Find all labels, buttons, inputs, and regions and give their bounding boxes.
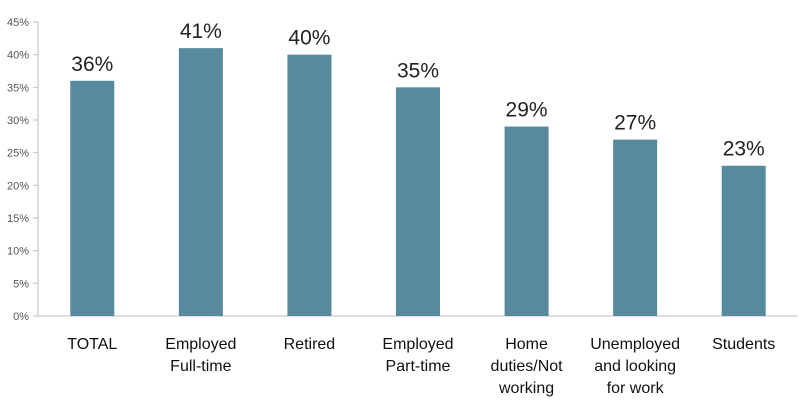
data-label: 29% (506, 99, 548, 122)
bar (396, 87, 440, 316)
y-axis: 0% 5% 10% 15% 20% 25% 30% 35% 40% 45% (7, 17, 39, 323)
y-tick-label: 15% (7, 213, 29, 225)
x-tick-label: Home (505, 336, 548, 353)
data-labels: 36% 41% 40% 35% 29% 27% 23% (71, 20, 764, 161)
y-tick-label: 40% (7, 50, 29, 62)
x-tick-label: duties/Not (491, 358, 564, 375)
y-tick-label: 30% (7, 115, 29, 127)
data-label: 41% (180, 20, 222, 43)
bar (70, 80, 115, 316)
y-tick-label: 0% (13, 311, 29, 323)
x-tick-label: and looking (594, 358, 676, 375)
data-label: 40% (288, 27, 330, 50)
y-tick-label: 5% (13, 278, 29, 290)
x-tick-label: Employed (165, 336, 236, 353)
bar (721, 165, 766, 316)
y-tick-label: 20% (7, 180, 29, 192)
x-tick-label: Unemployed (590, 336, 680, 353)
x-tick-label: Employed (382, 336, 453, 353)
x-tick-label: Students (712, 336, 775, 353)
bar (613, 139, 658, 316)
x-tick-label: TOTAL (67, 336, 117, 353)
x-tick-label: for work (607, 380, 665, 397)
y-tick-label: 35% (7, 82, 29, 94)
bar (287, 54, 332, 317)
x-tick-label: Part-time (386, 358, 451, 375)
bars (70, 48, 766, 317)
data-label: 23% (723, 138, 765, 161)
y-tick-label: 45% (7, 17, 29, 29)
x-tick-label: working (498, 380, 554, 397)
data-label: 27% (614, 112, 656, 135)
data-label: 35% (397, 59, 439, 82)
x-tick-labels: TOTAL Employed Full-time Retired Employed Par… (67, 336, 775, 397)
bar (178, 48, 223, 317)
x-tick-label: Full-time (170, 358, 231, 375)
bar (504, 126, 549, 317)
y-tick-label: 10% (7, 246, 29, 258)
data-label: 36% (71, 53, 113, 76)
y-tick-label: 25% (7, 148, 29, 160)
x-tick-label: Retired (284, 336, 336, 353)
